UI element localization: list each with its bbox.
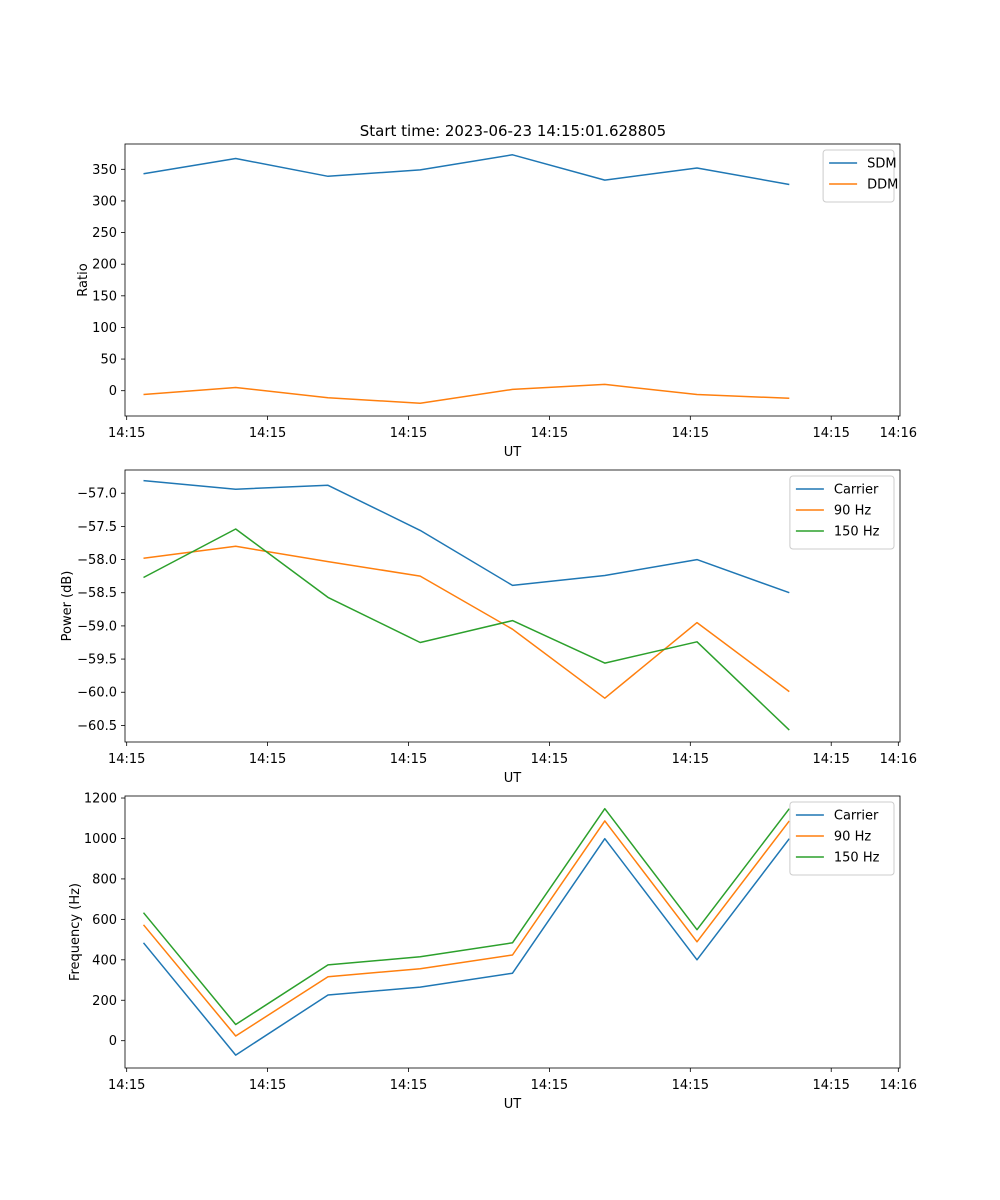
series-line-sdm	[143, 154, 790, 186]
x-tick-label: 14:15	[812, 426, 849, 441]
y-tick-label: −60.5	[77, 719, 117, 734]
x-tick-label: 14:15	[249, 426, 286, 441]
legend-label: 150 Hz	[834, 525, 880, 540]
y-tick-label: 200	[92, 258, 117, 273]
y-tick-label: −59.0	[77, 619, 117, 634]
legend-label: Carrier	[834, 809, 879, 824]
x-tick-label: 14:15	[672, 1078, 709, 1093]
x-tick-label: 14:15	[812, 752, 849, 767]
y-tick-label: 100	[92, 321, 117, 336]
y-tick-label: 350	[92, 163, 117, 178]
plots: 14:15 14:15 14:15 14:15 14:15 14:15 14:16 UT 0 50…	[60, 143, 917, 1112]
y-tick-label: −57.5	[77, 520, 117, 535]
series-line-150-hz	[143, 528, 790, 731]
x-tick-label: 14:15	[812, 1078, 849, 1093]
legend-label: Carrier	[834, 483, 879, 498]
x-tick-label: 14:15	[249, 1078, 286, 1093]
x-axis-label: UT	[504, 445, 522, 460]
x-tick-label: 14:16	[880, 426, 917, 441]
y-tick-label: 150	[92, 289, 117, 304]
axes-frame	[124, 795, 901, 1069]
x-axis-label: UT	[504, 771, 522, 786]
y-tick-label: 0	[109, 1034, 117, 1049]
legend-label: SDM	[867, 157, 896, 172]
y-tick-label: −60.0	[77, 686, 117, 701]
subplot-3: 14:15 14:15 14:15 14:15 14:15 14:15 14:16 UT 0 20…	[68, 792, 917, 1112]
legend-label: 150 Hz	[834, 851, 880, 866]
subplot-1: 14:15 14:15 14:15 14:15 14:15 14:15 14:16 UT 0 50…	[76, 143, 917, 460]
y-tick-label: 600	[92, 913, 117, 928]
legend-label: 90 Hz	[834, 830, 871, 845]
x-tick-label: 14:15	[390, 1078, 427, 1093]
axes-frame	[124, 143, 901, 417]
legend: Carrier 90 Hz 150 Hz	[789, 475, 895, 550]
y-tick-label: 300	[92, 194, 117, 209]
x-tick-label: 14:16	[880, 1078, 917, 1093]
series-line-90-hz	[143, 545, 790, 699]
x-tick-label: 14:15	[390, 426, 427, 441]
x-tick-label: 14:15	[108, 426, 145, 441]
y-axis-label: Power (dB)	[60, 571, 75, 642]
y-tick-label: −59.5	[77, 653, 117, 668]
x-tick-label: 14:16	[880, 752, 917, 767]
figure-title: Start time: 2023-06-23 14:15:01.628805	[360, 122, 666, 140]
y-axis-label: Frequency (Hz)	[68, 883, 83, 981]
x-tick-label: 14:15	[390, 752, 427, 767]
series-line-90-hz	[142, 820, 790, 1037]
y-tick-label: 1000	[84, 832, 117, 847]
x-tick-label: 14:15	[531, 426, 568, 441]
y-tick-label: 1200	[84, 792, 117, 807]
x-tick-label: 14:15	[108, 1078, 145, 1093]
series-line-carrier	[142, 837, 790, 1056]
x-tick-label: 14:15	[672, 426, 709, 441]
y-tick-label: −58.5	[77, 586, 117, 601]
y-tick-label: 400	[92, 953, 117, 968]
series-line-carrier	[143, 479, 790, 594]
y-tick-label: 50	[100, 353, 117, 368]
x-tick-label: 14:15	[531, 1078, 568, 1093]
y-tick-label: 800	[92, 872, 117, 887]
legend-label: DDM	[867, 178, 898, 193]
series-line-150-hz	[142, 807, 790, 1026]
subplot-2: 14:15 14:15 14:15 14:15 14:15 14:15 14:16 UT −57…	[60, 469, 917, 786]
y-tick-label: 0	[109, 384, 117, 399]
y-tick-label: 250	[92, 226, 117, 241]
legend: Carrier 90 Hz 150 Hz	[789, 801, 895, 876]
axes-frame	[124, 469, 901, 743]
x-tick-label: 14:15	[108, 752, 145, 767]
y-tick-label: 200	[92, 994, 117, 1009]
series-line-ddm	[143, 383, 790, 405]
x-tick-label: 14:15	[249, 752, 286, 767]
y-tick-label: −58.0	[77, 553, 117, 568]
legend-label: 90 Hz	[834, 504, 871, 519]
x-axis-label: UT	[504, 1097, 522, 1112]
x-tick-label: 14:15	[531, 752, 568, 767]
legend: SDM DDM	[822, 149, 898, 203]
y-axis-label: Ratio	[76, 263, 91, 296]
x-tick-label: 14:15	[672, 752, 709, 767]
y-tick-label: −57.0	[77, 487, 117, 502]
